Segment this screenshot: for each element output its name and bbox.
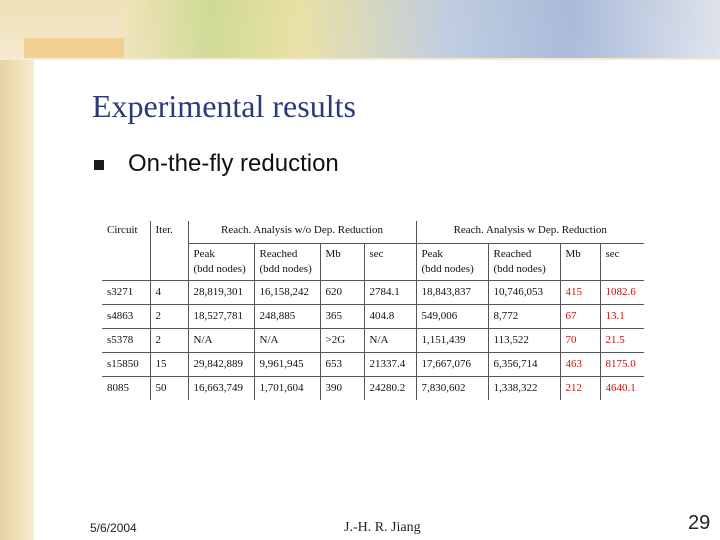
table-cell: N/A (188, 328, 255, 353)
table-cell: 21337.4 (364, 352, 417, 377)
table-cell-highlight: 67 (560, 304, 601, 329)
results-table: Circuit Iter. Reach. Analysis w/o Dep. R… (102, 221, 644, 400)
table-cell: 17,667,076 (416, 352, 489, 377)
header-blank-cell (102, 243, 151, 281)
table-cell: s15850 (102, 352, 151, 377)
header-group-without: Reach. Analysis w/o Dep. Reduction (188, 221, 417, 244)
subheader-line: (bdd nodes) (493, 263, 546, 275)
table-cell: 4 (150, 280, 189, 305)
bullet-text: On-the-fly reduction (128, 150, 339, 177)
table-cell: 6,356,714 (488, 352, 561, 377)
table-cell-highlight: 4640.1 (605, 382, 636, 394)
table-cell: >2G (320, 328, 365, 353)
table-cell: 390 (320, 376, 365, 400)
table-cell-highlight: 212 (560, 376, 601, 400)
subheader-row: Peak (bdd nodes) Reached (bdd nodes) Mb se… (102, 243, 644, 281)
table-cell: s4863 (102, 304, 151, 329)
subheader-line: Mb (565, 248, 581, 260)
subheader-line: Mb (325, 248, 341, 260)
table-cell: 10,746,053 (488, 280, 561, 305)
table-cell: s3271 (102, 280, 151, 305)
table-row: 8085 50 16,663,749 1,701,604 390 24280.2… (102, 376, 644, 400)
table-cell: 50 (150, 376, 189, 400)
header-row: Circuit Iter. Reach. Analysis w/o Dep. R… (102, 221, 644, 244)
subheader-mb: Mb (320, 243, 365, 281)
table-cell: 18,527,781 (188, 304, 255, 329)
page-number: 29 (688, 512, 711, 534)
table-cell: 29,842,889 (188, 352, 255, 377)
table-cell-highlight: 1082.6 (600, 280, 644, 305)
square-bullet-icon (94, 160, 104, 170)
table-cell: 1,151,439 (416, 328, 489, 353)
header-group-with: Reach. Analysis w Dep. Reduction (416, 221, 644, 244)
table-cell: 8,772 (488, 304, 561, 329)
table-cell: 113,522 (488, 328, 561, 353)
footer-date: 5/6/2004 (90, 521, 137, 535)
table-cell: 653 (320, 352, 365, 377)
subheader-peak: Peak (bdd nodes) (416, 243, 489, 281)
subheader-line: Peak (421, 248, 443, 260)
subheader-line: (bdd nodes) (421, 263, 474, 275)
table-cell: N/A (254, 328, 321, 353)
table-cell-highlight: 70 (560, 328, 601, 353)
table-cell: 620 (320, 280, 365, 305)
table-cell: 404.8 (364, 304, 417, 329)
table-row: s15850 15 29,842,889 9,961,945 653 21337… (102, 352, 644, 377)
table-cell: 365 (320, 304, 365, 329)
table-cell: 18,843,837 (416, 280, 489, 305)
header-circuit: Circuit (102, 221, 151, 244)
table-cell-highlight: 8175.0 (600, 352, 644, 377)
subheader-line: Peak (193, 248, 215, 260)
subheader-line: Reached (493, 248, 532, 260)
table-cell-highlight: 21.5 (600, 328, 644, 353)
table-cell: 28,819,301 (188, 280, 255, 305)
table-cell-highlight: 415 (560, 280, 601, 305)
table-cell: 7,830,602 (416, 376, 489, 400)
table-cell: 549,006 (416, 304, 489, 329)
subheader-line: sec (369, 248, 384, 260)
left-decor-band (0, 0, 34, 540)
subheader-line: sec (605, 248, 620, 260)
subheader-sec: sec (600, 243, 644, 281)
table-cell: s5378 (102, 328, 151, 353)
table-cell: 8085 (102, 376, 151, 400)
table-cell: 1,338,322 (488, 376, 561, 400)
subheader-line: (bdd nodes) (193, 263, 246, 275)
table-cell: 16,158,242 (254, 280, 321, 305)
subheader-line: (bdd nodes) (259, 263, 312, 275)
table-cell: 1,701,604 (254, 376, 321, 400)
table-cell: 15 (150, 352, 189, 377)
subheader-reached: Reached (bdd nodes) (488, 243, 561, 281)
footer-author: J.-H. R. Jiang (344, 520, 421, 535)
header-banner-strip (24, 38, 124, 58)
table-row: s5378 2 N/A N/A >2G N/A 1,151,439 113,52… (102, 328, 644, 353)
table-row: s4863 2 18,527,781 248,885 365 404.8 549… (102, 304, 644, 329)
table-cell: 16,663,749 (188, 376, 255, 400)
table-cell: 2 (150, 328, 189, 353)
table-cell-highlight: 463 (560, 352, 601, 377)
table-row: s3271 4 28,819,301 16,158,242 620 2784.1… (102, 280, 644, 305)
table-cell: 9,961,945 (254, 352, 321, 377)
header-blank-cell (150, 243, 189, 281)
subheader-line: Reached (259, 248, 298, 260)
subheader-reached: Reached (bdd nodes) (254, 243, 321, 281)
subheader-mb: Mb (560, 243, 601, 281)
slide-title: Experimental results (92, 88, 356, 124)
subheader-sec: sec (364, 243, 417, 281)
table-cell: 2 (150, 304, 189, 329)
table-cell-highlight: 13.1 (600, 304, 644, 329)
header-banner-image (120, 0, 720, 58)
table-cell: 248,885 (254, 304, 321, 329)
subheader-peak: Peak (bdd nodes) (188, 243, 255, 281)
header-iter: Iter. (150, 221, 189, 244)
table-cell: N/A (364, 328, 417, 353)
table-cell: 24280.2 (364, 376, 417, 400)
table-cell: 2784.1 (364, 280, 417, 305)
